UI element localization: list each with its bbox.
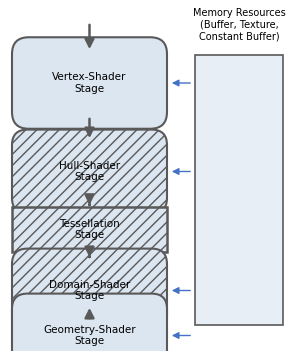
Text: Domain-Shader
Stage: Domain-Shader Stage: [49, 280, 130, 301]
FancyBboxPatch shape: [12, 293, 167, 351]
FancyBboxPatch shape: [12, 37, 167, 129]
Bar: [195, 55, 283, 325]
Text: Tessellation
Stage: Tessellation Stage: [59, 219, 120, 240]
FancyBboxPatch shape: [12, 130, 167, 213]
Text: Geometry-Shader
Stage: Geometry-Shader Stage: [43, 325, 136, 346]
Text: Memory Resources
(Buffer, Texture,
Constant Buffer): Memory Resources (Buffer, Texture, Const…: [193, 8, 285, 41]
Text: Vertex-Shader
Stage: Vertex-Shader Stage: [52, 72, 127, 94]
Text: Hull-Shader
Stage: Hull-Shader Stage: [59, 161, 120, 182]
Bar: [12, 207, 167, 252]
FancyBboxPatch shape: [12, 249, 167, 332]
